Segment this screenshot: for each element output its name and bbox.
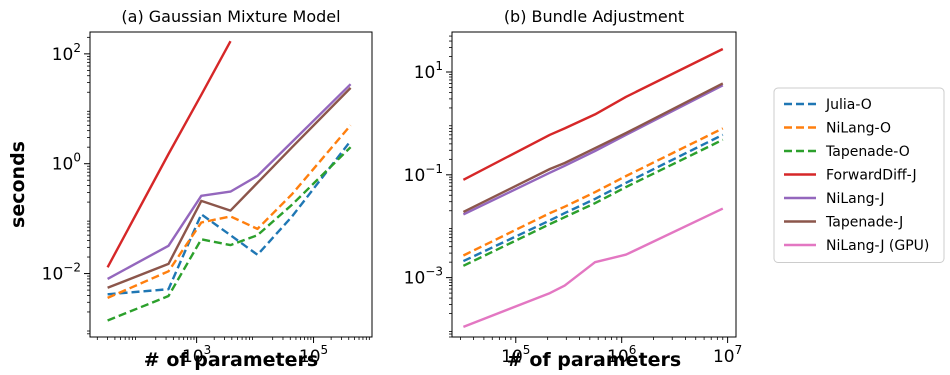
series-line-julia-o [462,133,724,263]
panel-gaussian-mixture-model: 103 105 10−2 100 102 (a) Gaussian Mixture Mod… [7,7,373,371]
legend-label-tapenade-o: Tapenade-O [825,144,910,160]
series-line-tapenade-j [462,82,724,213]
x-tick-label: 103 [182,343,211,367]
y-tick-label: 100 [52,151,81,175]
series-line-tapenade-o [462,138,724,267]
x-axis-label: # of parameters [144,349,318,371]
axes-frame [451,31,737,338]
series-group [106,40,352,322]
legend-label-julia-o: Julia-O [825,97,872,113]
legend-label-nilang-j-gpu: NiLang-J (GPU) [826,238,929,254]
chart-title: (b) Bundle Adjustment [504,7,684,26]
y-tick-label: 10−1 [404,162,443,186]
legend-label-nilang-j: NiLang-J [826,191,884,207]
y-tick-label: 10−2 [42,261,81,285]
series-line-forwarddiff-j [106,40,232,268]
series-line-nilang-j-gpu [462,207,724,329]
series-line-forwarddiff-j [462,47,724,181]
series-line-nilang-o [107,124,352,299]
series-line-julia-o [107,140,352,296]
panel-bundle-adjustment: 105 106 107 10−3 10−1 101 (b) Bundle Adjustmen… [404,7,743,371]
series-line-nilang-j [107,83,352,280]
x-axis-label: # of parameters [507,349,681,371]
legend: Julia-O NiLang-O Tapenade-O ForwardDiff-J Ni… [773,87,945,263]
y-tick-label: 10−3 [404,265,443,289]
chart-title: (a) Gaussian Mixture Model [121,7,340,26]
x-tick-label: 105 [501,343,530,367]
y-axis-label: seconds [7,141,29,228]
y-tick-label: 101 [414,59,443,83]
series-line-tapenade-o [107,146,352,322]
series-line-tapenade-j [107,87,352,289]
legend-label-nilang-o: NiLang-O [826,121,891,137]
legend-box [773,87,945,263]
series-line-nilang-o [462,127,724,257]
legend-label-forwarddiff-j: ForwardDiff-J [826,168,917,184]
x-tick-label: 106 [607,343,636,367]
series-group [462,47,724,329]
axes-frame [89,31,373,338]
legend-label-tapenade-j: Tapenade-J [825,215,903,231]
y-tick-label: 102 [52,41,81,65]
x-tick-label: 107 [713,343,742,367]
series-line-nilang-j [462,84,724,216]
x-tick-label: 105 [299,343,328,367]
